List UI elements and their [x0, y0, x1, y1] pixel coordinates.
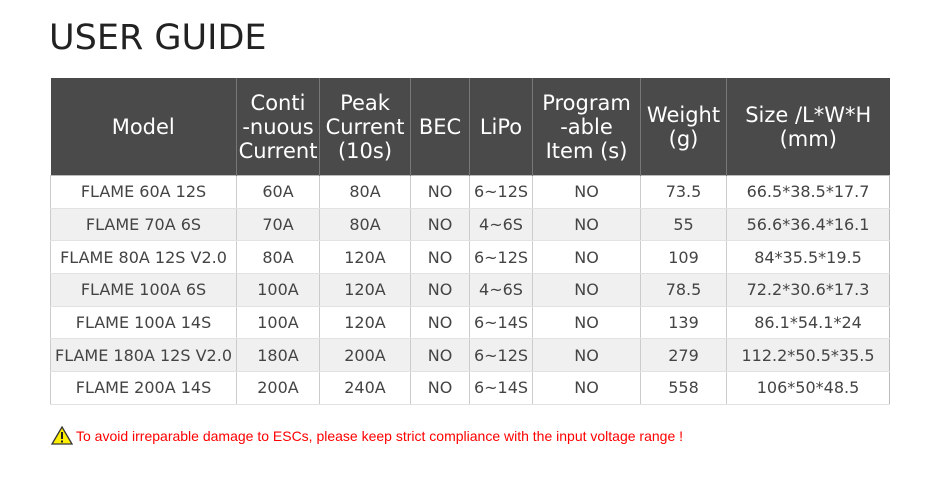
table-cell: FLAME 180A 12S V2.0 [50, 338, 237, 373]
table-cell: 120A [319, 306, 411, 340]
table-cell: 100A [236, 273, 320, 307]
table-row: FLAME 80A 12S V2.0 80A 120A NO 6~12S NO 109 84*… [50, 240, 890, 275]
warning-triangle-icon [51, 426, 73, 445]
table-cell: FLAME 200A 14S [50, 371, 237, 405]
table-cell: 86.1*54.1*24 [726, 306, 890, 340]
column-header: Size /L*W*H (mm) [726, 78, 890, 176]
table-cell: NO [532, 240, 641, 275]
table-row: FLAME 70A 6S 70A 80A NO 4~6S NO 55 56.6*36.4*16… [50, 208, 890, 242]
table-cell: FLAME 80A 12S V2.0 [50, 240, 237, 275]
warning-note: To avoid irreparable damage to ESCs, ple… [51, 426, 683, 445]
table-cell: NO [532, 338, 641, 373]
table-cell: NO [410, 175, 470, 209]
table-cell: 6~12S [469, 338, 533, 373]
column-header: BEC [410, 78, 470, 176]
column-header: Model [50, 78, 237, 176]
table-cell: 80A [319, 175, 411, 209]
table-cell: 180A [236, 338, 320, 373]
header-line: Program [542, 90, 631, 115]
table-cell: 558 [640, 371, 727, 405]
table-cell: 78.5 [640, 273, 727, 307]
table-cell: 112.2*50.5*35.5 [726, 338, 890, 373]
warning-text: To avoid irreparable damage to ESCs, ple… [76, 427, 684, 444]
table-cell: 200A [236, 371, 320, 405]
header-line: (g) [668, 126, 699, 151]
table-cell: 6~14S [469, 306, 533, 340]
table-cell: 84*35.5*19.5 [726, 240, 890, 275]
table-cell: 240A [319, 371, 411, 405]
header-line: -able [560, 114, 613, 139]
table-cell: 56.6*36.4*16.1 [726, 208, 890, 242]
table-cell: 4~6S [469, 273, 533, 307]
header-line: BEC [418, 114, 462, 139]
table-row: FLAME 100A 6S 100A 120A NO 4~6S NO 78.5 72.2*30… [50, 273, 890, 307]
header-line: Size /L*W*H [745, 102, 872, 127]
table-row: FLAME 200A 14S 200A 240A NO 6~14S NO 558 106*50… [50, 371, 890, 405]
column-header: Conti -nuous Current [236, 78, 320, 176]
header-line: Model [111, 114, 175, 139]
table-cell: 6~12S [469, 240, 533, 275]
table-cell: 106*50*48.5 [726, 371, 890, 405]
table-cell: 72.2*30.6*17.3 [726, 273, 890, 307]
table-cell: NO [410, 338, 470, 373]
header-line: (10s) [337, 138, 393, 163]
table-cell: FLAME 60A 12S [50, 175, 237, 209]
table-cell: FLAME 100A 14S [50, 306, 237, 340]
table-cell: 60A [236, 175, 320, 209]
table-cell: 139 [640, 306, 727, 340]
table-cell: 6~12S [469, 175, 533, 209]
column-header: LiPo [469, 78, 533, 176]
table-cell: 4~6S [469, 208, 533, 242]
table-cell: NO [410, 306, 470, 340]
column-header: Peak Current (10s) [319, 78, 411, 176]
header-line: Weight [646, 102, 721, 127]
table-cell: NO [532, 175, 641, 209]
table-cell: NO [410, 371, 470, 405]
table-cell: 80A [319, 208, 411, 242]
table-cell: 55 [640, 208, 727, 242]
table-cell: NO [532, 208, 641, 242]
spec-table: Model Conti -nuous Current Peak Current (10s) B… [50, 78, 890, 405]
header-row: Model Conti -nuous Current Peak Current (10s) B… [50, 78, 890, 176]
table-row: FLAME 100A 14S 100A 120A NO 6~14S NO 139 86.1*5… [50, 306, 890, 340]
table-row: FLAME 60A 12S 60A 80A NO 6~12S NO 73.5 66.5*38.… [50, 175, 890, 209]
table-cell: NO [410, 240, 470, 275]
table-cell: 109 [640, 240, 727, 275]
table-cell: 200A [319, 338, 411, 373]
table-cell: NO [410, 273, 470, 307]
table-cell: NO [532, 306, 641, 340]
table-cell: FLAME 70A 6S [50, 208, 237, 242]
table-cell: 66.5*38.5*17.7 [726, 175, 890, 209]
page-title: USER GUIDE [49, 18, 267, 58]
column-header: Weight (g) [640, 78, 727, 176]
header-line: LiPo [479, 114, 523, 139]
table-cell: 6~14S [469, 371, 533, 405]
header-line: Item (s) [545, 138, 628, 163]
table-cell: 73.5 [640, 175, 727, 209]
header-line: -nuous [242, 114, 314, 139]
table-cell: 70A [236, 208, 320, 242]
table-cell: 120A [319, 240, 411, 275]
header-line: (mm) [779, 126, 837, 151]
header-line: Current [238, 138, 318, 163]
table-cell: 120A [319, 273, 411, 307]
table-cell: FLAME 100A 6S [50, 273, 237, 307]
table-cell: 80A [236, 240, 320, 275]
column-header: Program -able Item (s) [532, 78, 641, 176]
table-cell: 279 [640, 338, 727, 373]
table-row: FLAME 180A 12S V2.0 180A 200A NO 6~12S NO 279 1… [50, 338, 890, 373]
header-line: Peak [340, 90, 390, 115]
header-line: Conti [250, 90, 306, 115]
table-cell: NO [532, 273, 641, 307]
table-cell: NO [532, 371, 641, 405]
table-cell: NO [410, 208, 470, 242]
table-cell: 100A [236, 306, 320, 340]
header-line: Current [325, 114, 405, 139]
